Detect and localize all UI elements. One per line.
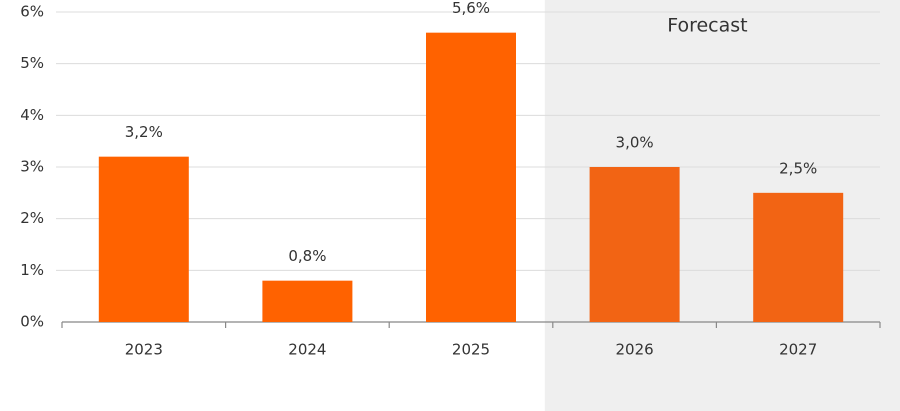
bar	[753, 192, 844, 322]
x-tick-label: 2026	[616, 341, 654, 359]
value-label: 2,5%	[779, 159, 817, 177]
y-tick-label: 1%	[20, 261, 44, 279]
bar	[98, 156, 189, 322]
y-tick-label: 2%	[20, 209, 44, 227]
bar	[426, 32, 516, 323]
value-label: 3,0%	[616, 134, 654, 152]
value-label: 3,2%	[125, 123, 163, 141]
bar	[589, 167, 680, 322]
y-tick-label: 3%	[20, 158, 44, 176]
value-label: 0,8%	[288, 247, 326, 265]
y-tick-label: 4%	[20, 106, 44, 124]
y-tick-label: 6%	[20, 3, 44, 21]
value-label: 5,6%	[452, 0, 490, 17]
bar	[262, 280, 353, 322]
y-tick-label: 5%	[20, 54, 44, 72]
x-tick-label: 2023	[125, 341, 163, 359]
x-tick-label: 2024	[288, 341, 326, 359]
y-tick-label: 0%	[20, 313, 44, 331]
x-tick-label: 2025	[452, 341, 490, 359]
x-tick-label: 2027	[779, 341, 817, 359]
forecast-label: Forecast	[667, 15, 747, 37]
